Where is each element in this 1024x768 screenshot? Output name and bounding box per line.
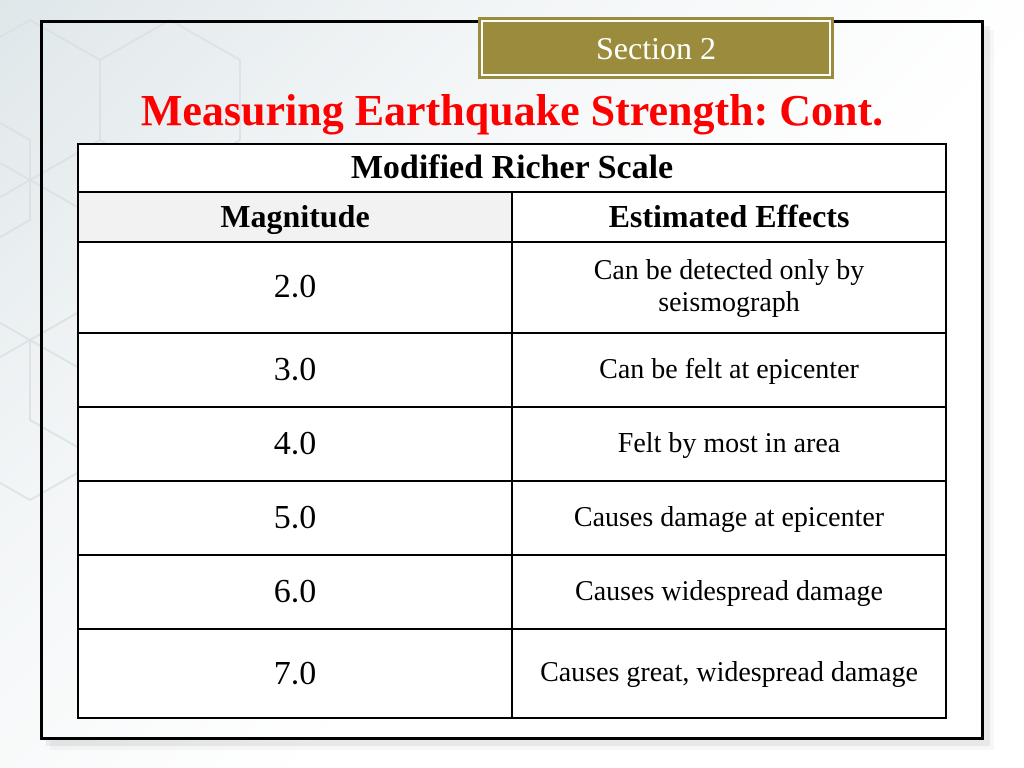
table-caption: Modified Richer Scale <box>78 144 946 192</box>
magnitude-cell: 2.0 <box>78 242 512 333</box>
slide-frame: Section 2 Measuring Earthquake Strength:… <box>40 20 984 740</box>
effect-cell: Causes great, widespread damage <box>512 629 946 718</box>
table-row: 4.0 Felt by most in area <box>78 407 946 481</box>
column-header-magnitude: Magnitude <box>78 192 512 242</box>
magnitude-cell: 5.0 <box>78 481 512 555</box>
magnitude-cell: 7.0 <box>78 629 512 718</box>
magnitude-cell: 6.0 <box>78 555 512 629</box>
effect-cell: Can be detected only by seismograph <box>512 242 946 333</box>
effect-cell: Causes damage at epicenter <box>512 481 946 555</box>
richter-table: Modified Richer Scale Magnitude Estimate… <box>77 143 947 719</box>
slide-title: Measuring Earthquake Strength: Cont. <box>43 85 981 136</box>
magnitude-cell: 4.0 <box>78 407 512 481</box>
effect-cell: Felt by most in area <box>512 407 946 481</box>
table-row: 2.0 Can be detected only by seismograph <box>78 242 946 333</box>
table-row: 7.0 Causes great, widespread damage <box>78 629 946 718</box>
effect-cell: Causes widespread damage <box>512 555 946 629</box>
section-label: Section 2 <box>596 30 716 67</box>
table-row: 6.0 Causes widespread damage <box>78 555 946 629</box>
richter-table-container: Modified Richer Scale Magnitude Estimate… <box>77 143 947 719</box>
table-row: 3.0 Can be felt at epicenter <box>78 333 946 407</box>
magnitude-cell: 3.0 <box>78 333 512 407</box>
table-row: 5.0 Causes damage at epicenter <box>78 481 946 555</box>
section-tab: Section 2 <box>481 20 831 76</box>
effect-cell: Can be felt at epicenter <box>512 333 946 407</box>
column-header-effects: Estimated Effects <box>512 192 946 242</box>
table-header-row: Magnitude Estimated Effects <box>78 192 946 242</box>
table-caption-row: Modified Richer Scale <box>78 144 946 192</box>
